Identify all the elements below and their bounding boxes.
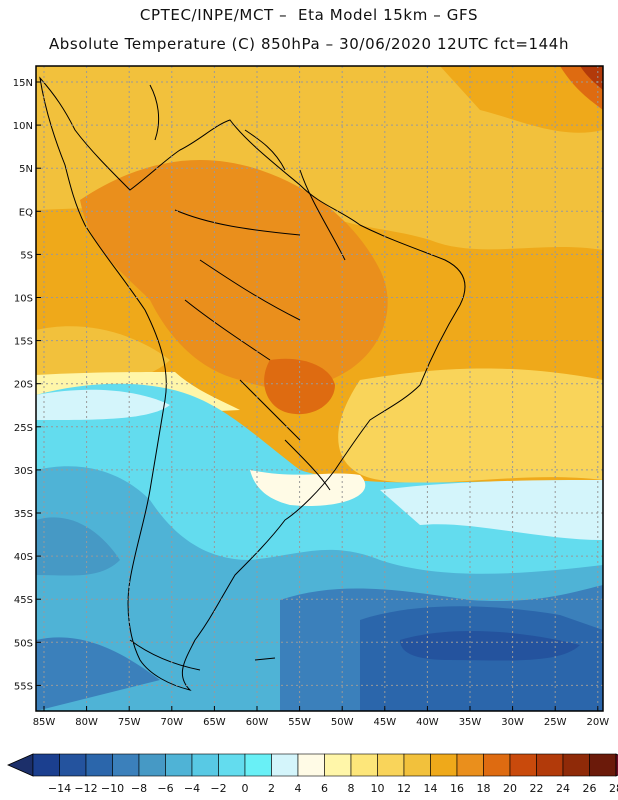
colorbar-label: 28 bbox=[609, 782, 618, 795]
temperature-field bbox=[36, 66, 603, 711]
colorbar-swatch bbox=[589, 753, 617, 777]
lon-label: 50W bbox=[331, 717, 354, 728]
colorbar-label: 20 bbox=[503, 782, 517, 795]
longitude-labels: 85W 80W 75W 70W 65W 60W 55W 50W 45W 40W 35W 30W 25W 2… bbox=[33, 706, 609, 728]
coastline bbox=[39, 76, 466, 691]
colorbar-label: −2 bbox=[210, 782, 226, 795]
colorbar-label: 22 bbox=[530, 782, 544, 795]
colorbar-label: 16 bbox=[450, 782, 464, 795]
colorbar-swatch bbox=[112, 753, 140, 777]
colorbar-swatch bbox=[218, 753, 246, 777]
lat-label: EQ bbox=[19, 207, 33, 218]
lon-label: 85W bbox=[33, 717, 56, 728]
lon-label: 70W bbox=[160, 717, 183, 728]
colorbar-swatch bbox=[191, 753, 219, 777]
lon-label: 35W bbox=[459, 717, 482, 728]
colorbar-swatch bbox=[138, 753, 166, 777]
lat-label: 5S bbox=[20, 250, 33, 261]
lon-label: 40W bbox=[416, 717, 439, 728]
colorbar-label: −4 bbox=[184, 782, 200, 795]
colorbar-swatch bbox=[536, 753, 564, 777]
lon-label: 60W bbox=[246, 717, 269, 728]
map-frame bbox=[35, 65, 604, 712]
map-subtitle: Absolute Temperature (C) 850hPa – 30/06/… bbox=[48, 35, 570, 53]
colorbar-swatch bbox=[350, 753, 378, 777]
lon-label: 25W bbox=[544, 717, 567, 728]
colorbar-swatch bbox=[85, 753, 113, 777]
lat-label: 45S bbox=[14, 595, 33, 606]
colorbar-label: 6 bbox=[321, 782, 328, 795]
colorbar-swatch bbox=[562, 753, 590, 777]
colorbar-label: −6 bbox=[157, 782, 173, 795]
colorbar-label: 8 bbox=[348, 782, 355, 795]
lon-label: 75W bbox=[118, 717, 141, 728]
colorbar-swatch bbox=[297, 753, 325, 777]
colorbar-swatch bbox=[430, 753, 458, 777]
lat-label: 40S bbox=[14, 552, 33, 563]
colorbar-label: 26 bbox=[583, 782, 597, 795]
lon-label: 80W bbox=[75, 717, 98, 728]
colorbar-swatch bbox=[483, 753, 511, 777]
colorbar-low-arrow bbox=[7, 753, 34, 777]
colorbar-swatch bbox=[271, 753, 299, 777]
lat-label: 15S bbox=[14, 337, 33, 348]
lon-label: 45W bbox=[373, 717, 396, 728]
lat-label: 55S bbox=[14, 681, 33, 692]
lon-label: 55W bbox=[288, 717, 311, 728]
lon-label: 30W bbox=[501, 717, 524, 728]
colorbar-label: 12 bbox=[397, 782, 411, 795]
lat-label: 10S bbox=[14, 294, 33, 305]
colorbar-label: −14 bbox=[48, 782, 71, 795]
lat-label: 25S bbox=[14, 423, 33, 434]
colorbar-swatch bbox=[403, 753, 431, 777]
colorbar-label: −10 bbox=[101, 782, 124, 795]
colorbar-swatch bbox=[244, 753, 272, 777]
colorbar-label: 2 bbox=[268, 782, 275, 795]
colorbar-label: 14 bbox=[424, 782, 438, 795]
colorbar-label: −12 bbox=[74, 782, 97, 795]
colorbar-label: 18 bbox=[477, 782, 491, 795]
lat-label: 20S bbox=[14, 380, 33, 391]
colorbar-swatch bbox=[377, 753, 405, 777]
colorbar-label: 0 bbox=[242, 782, 249, 795]
lat-label: 30S bbox=[14, 466, 33, 477]
colorbar-swatch bbox=[509, 753, 537, 777]
lon-label: 65W bbox=[203, 717, 226, 728]
lon-label: 20W bbox=[586, 717, 609, 728]
colorbar-label: −8 bbox=[131, 782, 147, 795]
lat-label: 5N bbox=[19, 164, 33, 175]
colorbar-swatch bbox=[59, 753, 87, 777]
colorbar-swatch bbox=[324, 753, 352, 777]
colorbar-swatch bbox=[165, 753, 193, 777]
colorbar: −14 −12 −10 −8 −6 −4 −2 0 2 4 6 8 10 12 14 16 18 20 22 24 26… bbox=[7, 753, 618, 795]
lat-label: 50S bbox=[14, 638, 33, 649]
colorbar-label: 4 bbox=[295, 782, 302, 795]
colorbar-label: 10 bbox=[371, 782, 385, 795]
lat-label: 15N bbox=[13, 78, 33, 89]
colorbar-swatch bbox=[32, 753, 60, 777]
colorbar-label: 24 bbox=[556, 782, 570, 795]
colorbar-swatch bbox=[456, 753, 484, 777]
map-title: CPTEC/INPE/MCT – Eta Model 15km – GFS bbox=[139, 6, 479, 24]
latitude-labels: 15N 10N 5N EQ 5S 10S 15S 20S 25S 30S 35S 40S 45S 50S 5… bbox=[13, 78, 41, 692]
lat-label: 35S bbox=[14, 509, 33, 520]
lat-label: 10N bbox=[13, 121, 33, 132]
